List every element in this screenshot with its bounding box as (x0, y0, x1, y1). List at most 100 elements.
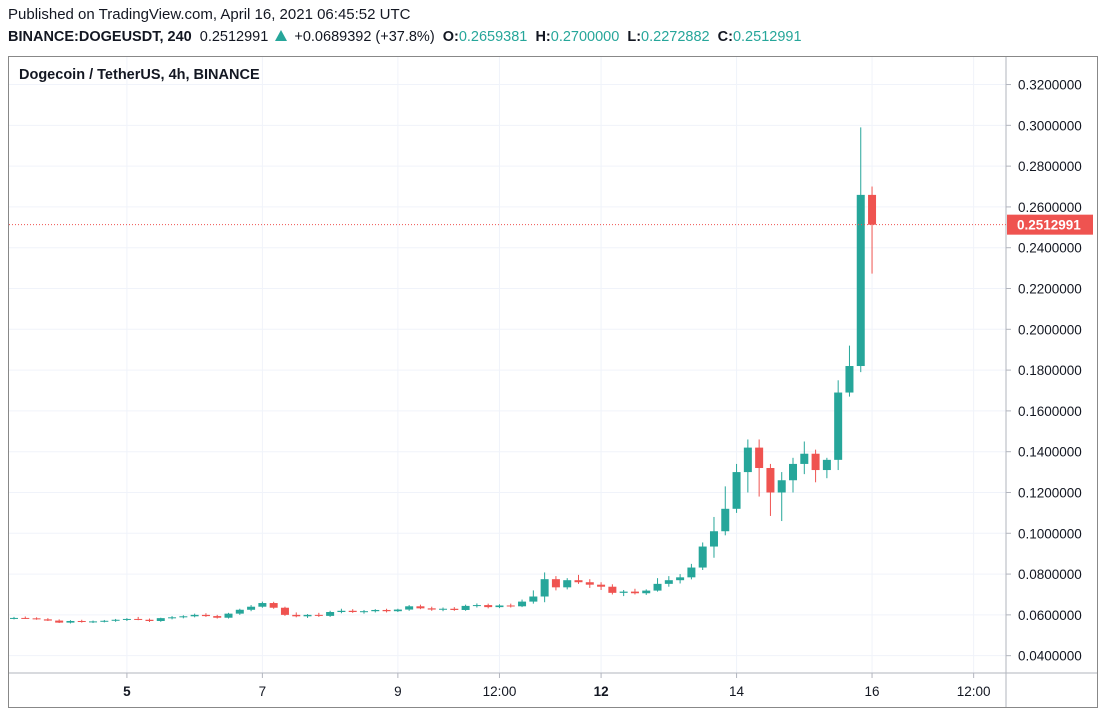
candle-down (574, 574, 583, 584)
candle-down (450, 607, 459, 611)
candle-body (100, 620, 109, 622)
y-tick-label: 0.2600000 (1018, 200, 1082, 215)
candle-down (484, 603, 493, 609)
x-tick-label: 9 (394, 684, 402, 699)
candle-up (405, 605, 414, 611)
y-tick-label: 0.1400000 (1018, 445, 1082, 460)
candle-body (247, 606, 256, 610)
candle-down (766, 463, 775, 516)
candle-body (156, 618, 165, 621)
y-tick-label: 0.2000000 (1018, 322, 1082, 337)
candle-body (574, 580, 583, 583)
candle-body (10, 617, 18, 619)
candle-up (359, 609, 368, 614)
candle-body (21, 617, 30, 619)
candle-up (495, 604, 504, 609)
candle-body (122, 618, 131, 620)
candle-up (653, 578, 662, 592)
candle-body (551, 579, 560, 588)
y-tick-label: 0.2400000 (1018, 241, 1082, 256)
candle-body (190, 614, 199, 617)
candle-down (21, 616, 30, 619)
candle-up (89, 620, 98, 624)
candle-down (55, 619, 64, 624)
candle-body (619, 591, 628, 593)
candle-body (111, 619, 120, 621)
low-value: 0.2272882 (641, 29, 710, 45)
candle-body (653, 583, 662, 591)
x-tick-label: 7 (259, 684, 267, 699)
close-value: 0.2512991 (732, 29, 802, 45)
candle-body (597, 584, 606, 587)
candle-down (213, 614, 222, 619)
candle-up (698, 542, 707, 570)
candle-up (337, 608, 346, 614)
candle-up (461, 604, 470, 611)
candle-body (258, 603, 267, 607)
y-tick-label: 0.3200000 (1018, 78, 1082, 93)
candle-body (66, 620, 75, 623)
candle-body (134, 618, 143, 620)
x-tick-label: 5 (123, 684, 131, 699)
candle-down (755, 439, 764, 497)
candle-body (416, 606, 425, 609)
candle-body (371, 609, 380, 612)
candle-body (472, 605, 481, 607)
y-tick-label: 0.0400000 (1018, 649, 1082, 664)
x-tick-label: 12 (594, 684, 609, 699)
price-change: +0.0689392 (+37.8%) (294, 29, 435, 45)
candle-body (495, 605, 504, 608)
y-tick-label: 0.2800000 (1018, 159, 1082, 174)
candle-body (235, 609, 244, 614)
candle-up (190, 613, 199, 618)
candle-up (845, 345, 854, 397)
candle-down (269, 601, 278, 609)
candle-body (224, 613, 233, 618)
candle-body (732, 472, 741, 509)
candle-down (427, 606, 436, 611)
candle-body (213, 616, 222, 618)
candle-up (371, 609, 380, 613)
candle-body (280, 607, 289, 615)
candle-up (777, 472, 786, 522)
open-label: O: (442, 29, 459, 45)
candle-up (100, 619, 109, 623)
y-tick-label: 0.1200000 (1018, 485, 1082, 500)
candle-body (709, 531, 718, 547)
candle-body (292, 614, 301, 617)
candle-up (326, 610, 335, 617)
last-price-badge (1007, 214, 1093, 235)
candle-body (630, 591, 639, 594)
candle-body (676, 577, 685, 581)
candle-body (800, 453, 809, 464)
candle-up (258, 601, 267, 608)
candle-up (687, 563, 696, 580)
y-tick-label: 0.0800000 (1018, 567, 1082, 582)
x-tick-label: 14 (729, 684, 745, 699)
candle-body (518, 601, 527, 607)
candle-up (122, 618, 131, 621)
candle-up (247, 605, 256, 612)
candle-body (393, 609, 402, 612)
candle-body (326, 612, 335, 616)
symbol-label: BINANCE:DOGEUSDT, 240 (8, 29, 192, 45)
published-caption: Published on TradingView.com, April 16, … (8, 6, 411, 23)
candle-up (66, 620, 75, 624)
candle-up (732, 463, 741, 513)
candle-up (676, 574, 685, 584)
candle-body (43, 619, 52, 621)
candle-up (303, 614, 312, 618)
candle-body (608, 586, 617, 593)
candle-body (698, 546, 707, 568)
candle-body (529, 596, 538, 602)
candle-body (868, 194, 877, 225)
candles (10, 127, 877, 624)
candle-down (134, 616, 143, 621)
candle-up (235, 608, 244, 615)
candle-body (766, 468, 775, 493)
candle-down (280, 606, 289, 616)
close-label: C: (717, 29, 733, 45)
chart-frame[interactable] (8, 56, 1098, 708)
chart-title: Dogecoin / TetherUS, 4h, BINANCE (19, 67, 260, 83)
